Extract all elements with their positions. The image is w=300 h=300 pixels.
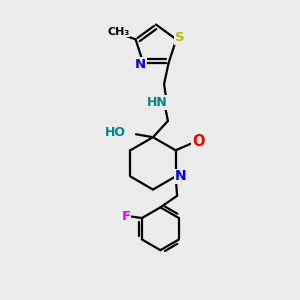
- Text: S: S: [175, 32, 185, 44]
- Text: O: O: [192, 134, 205, 149]
- Text: N: N: [175, 169, 187, 184]
- Text: HO: HO: [105, 126, 126, 139]
- Text: F: F: [121, 210, 130, 223]
- Text: CH₃: CH₃: [107, 27, 130, 37]
- Text: HN: HN: [147, 96, 168, 109]
- Text: N: N: [135, 58, 146, 71]
